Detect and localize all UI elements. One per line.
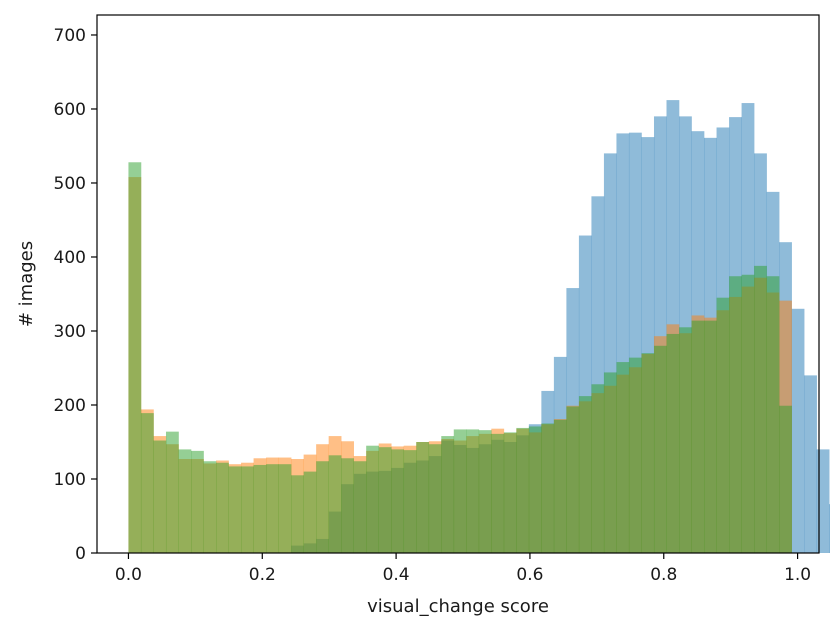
histogram-bar <box>316 461 329 553</box>
series-3 <box>128 162 792 553</box>
y-tick-label: 500 <box>54 174 86 194</box>
histogram-bar <box>541 423 555 553</box>
histogram-bar <box>341 458 354 553</box>
histogram-bar <box>266 464 279 553</box>
histogram-bar <box>766 276 780 553</box>
histogram-bar <box>253 464 267 553</box>
histogram-bar <box>779 405 792 553</box>
histogram-bar <box>203 461 217 553</box>
y-tick-label: 100 <box>54 470 86 490</box>
y-tick-label: 600 <box>54 100 86 120</box>
histogram-bar <box>378 447 392 553</box>
histogram-bar <box>603 372 617 553</box>
histogram-bar <box>816 449 830 553</box>
histogram-bars <box>128 100 830 554</box>
y-axis: 0 100 200 300 400 500 600 700 <box>54 26 97 564</box>
histogram-bar <box>216 462 229 553</box>
histogram-bar <box>616 362 630 553</box>
histogram-bar <box>679 327 692 553</box>
y-tick-label: 700 <box>54 26 86 46</box>
histogram-bar <box>628 357 642 553</box>
histogram-bar <box>366 445 379 553</box>
histogram-bar <box>578 396 592 553</box>
x-axis-label: visual_change score <box>367 596 549 617</box>
histogram-bar <box>591 384 605 553</box>
x-tick-label: 0.4 <box>383 565 410 585</box>
x-tick-label: 0.8 <box>650 565 677 585</box>
histogram-bar <box>741 274 755 553</box>
histogram-bar <box>353 461 367 553</box>
histogram-bar <box>478 430 492 553</box>
histogram-bar <box>666 333 680 553</box>
histogram-bar <box>503 432 517 553</box>
histogram-bar <box>291 475 304 553</box>
histogram-bar <box>491 433 505 553</box>
y-tick-label: 300 <box>54 322 86 342</box>
y-tick-label: 200 <box>54 396 86 416</box>
histogram-bar <box>278 464 292 553</box>
histogram-bar <box>716 297 730 553</box>
y-tick-label: 0 <box>75 544 86 564</box>
histogram-bar <box>516 427 530 553</box>
histogram-bar <box>641 353 655 553</box>
histogram-bar <box>729 276 742 553</box>
histogram-bar <box>566 406 580 553</box>
x-tick-label: 0.2 <box>249 565 276 585</box>
histogram-bar <box>191 450 204 553</box>
histogram-bar <box>791 308 805 553</box>
histogram-bar <box>153 440 167 553</box>
histogram-bar <box>416 442 430 553</box>
histogram-bar <box>128 162 142 553</box>
x-tick-label: 1.0 <box>784 565 811 585</box>
histogram-bar <box>391 449 405 553</box>
histogram-bar <box>328 455 342 553</box>
histogram-bar <box>303 471 317 553</box>
histogram-bar <box>754 265 767 553</box>
x-tick-label: 0.0 <box>115 565 142 585</box>
x-axis: 0.0 0.2 0.4 0.6 0.8 1.0 <box>115 553 811 585</box>
histogram-bar <box>178 449 192 553</box>
histogram-bar <box>140 413 154 553</box>
y-axis-label: # images <box>16 241 37 327</box>
histogram-bar <box>441 436 455 553</box>
histogram-bar <box>453 429 467 553</box>
histogram-bar <box>804 375 817 553</box>
histogram-bar <box>428 444 442 553</box>
histogram-bar <box>653 345 667 553</box>
histogram-bar <box>165 431 179 553</box>
histogram-bar <box>466 429 480 553</box>
histogram-bar <box>691 320 705 553</box>
y-tick-label: 400 <box>54 248 86 268</box>
histogram-bar <box>528 426 542 553</box>
histogram-bar <box>241 466 254 553</box>
x-tick-label: 0.6 <box>516 565 543 585</box>
histogram-bar <box>704 320 717 553</box>
histogram-bar <box>403 450 417 553</box>
plot-frame <box>96 14 820 554</box>
histogram-bar <box>228 466 242 553</box>
histogram-bar <box>553 419 567 553</box>
